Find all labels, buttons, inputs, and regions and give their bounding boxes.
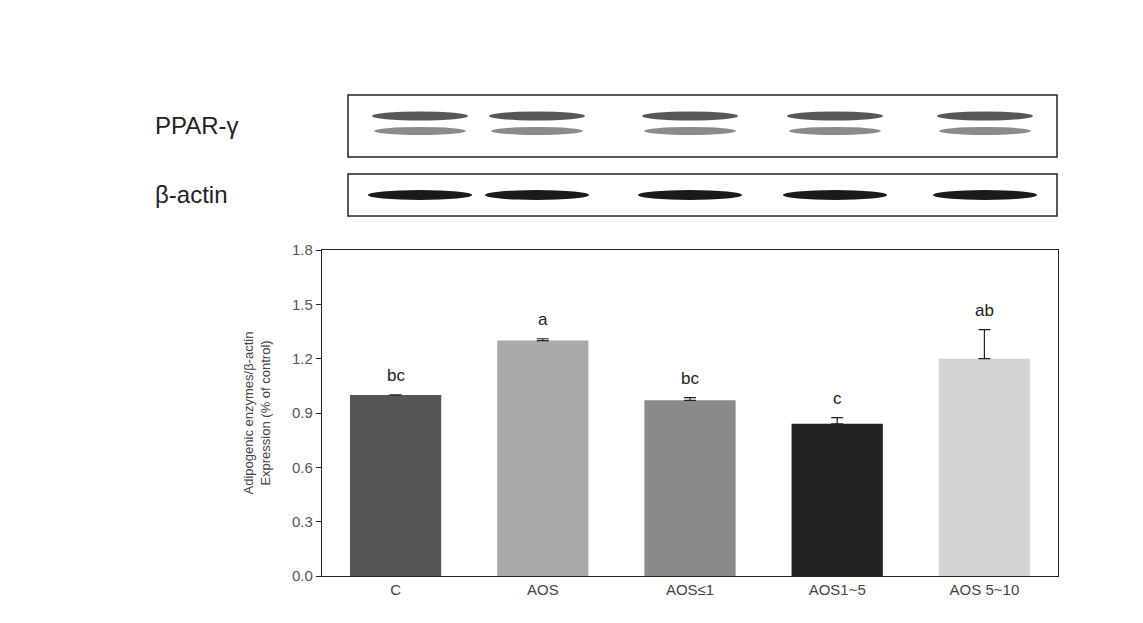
svg-text:1.5: 1.5: [292, 296, 313, 313]
svg-text:bc: bc: [681, 369, 699, 388]
svg-text:a: a: [538, 310, 548, 329]
svg-text:c: c: [833, 389, 842, 408]
svg-text:AOS: AOS: [527, 581, 559, 598]
svg-text:C: C: [390, 581, 401, 598]
svg-text:bc: bc: [387, 366, 405, 385]
svg-text:PPAR-γ: PPAR-γ: [155, 112, 239, 139]
svg-text:AOS 5~10: AOS 5~10: [950, 581, 1020, 598]
svg-text:1.2: 1.2: [292, 350, 313, 367]
svg-text:AOS≤1: AOS≤1: [666, 581, 714, 598]
svg-text:0.9: 0.9: [292, 404, 313, 421]
svg-text:0.6: 0.6: [292, 459, 313, 476]
svg-text:1.8: 1.8: [292, 241, 313, 258]
svg-text:0.0: 0.0: [292, 567, 313, 584]
svg-text:ab: ab: [975, 301, 994, 320]
svg-text:0.3: 0.3: [292, 513, 313, 530]
svg-text:AOS1~5: AOS1~5: [809, 581, 866, 598]
svg-text:β-actin: β-actin: [155, 181, 228, 208]
svg-text:Adipogenic enzymes/β-actinExpr: Adipogenic enzymes/β-actinExpression (% …: [241, 332, 273, 495]
